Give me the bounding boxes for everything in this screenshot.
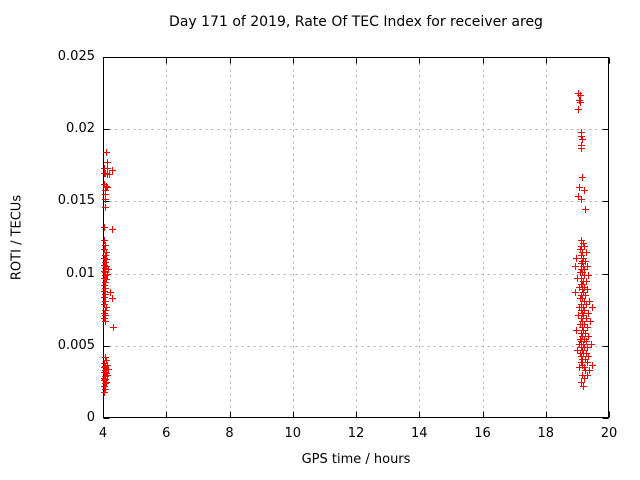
y-tick-label: 0: [86, 410, 95, 425]
x-tick-label: 6: [162, 426, 171, 441]
chart-title: Day 171 of 2019, Rate Of TEC Index for r…: [169, 14, 543, 30]
x-tick-label: 10: [284, 426, 302, 441]
y-tick-label: 0.02: [66, 121, 95, 137]
axis-ticks: [103, 57, 610, 419]
y-tick-label: 0.015: [57, 193, 95, 209]
x-tick-label: 12: [347, 426, 365, 441]
data-points: [101, 90, 596, 396]
gridlines: [103, 57, 609, 418]
y-tick-label: 0.025: [57, 49, 95, 64]
y-tick-label: 0.01: [66, 265, 95, 281]
x-tick-label: 14: [410, 426, 428, 441]
y-axis-label: ROTI / TECUs: [9, 194, 25, 281]
x-axis-label: GPS time / hours: [301, 452, 411, 467]
x-tick-label: 4: [98, 426, 108, 441]
x-tick-label: 18: [537, 426, 555, 441]
x-tick-label: 20: [600, 426, 618, 441]
x-tick-label: 16: [474, 426, 491, 441]
x-tick-label: 8: [225, 426, 234, 441]
y-tick-label: 0.005: [57, 337, 95, 353]
